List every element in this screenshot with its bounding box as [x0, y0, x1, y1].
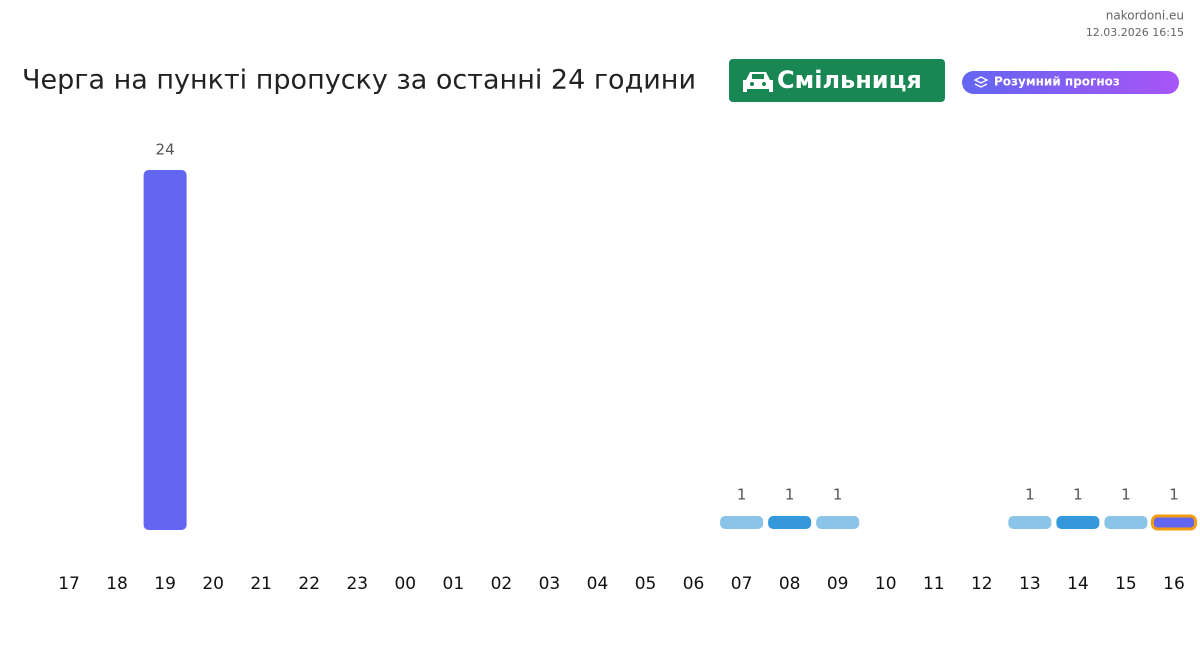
x-tick-label: 00: [394, 574, 416, 594]
x-tick-label: 14: [1067, 574, 1089, 594]
bar: [816, 516, 860, 529]
x-tick-label: 04: [587, 574, 609, 594]
x-tick-label: 08: [779, 574, 801, 594]
x-tick-label: 18: [106, 574, 128, 594]
x-tick-label: 16: [1163, 574, 1185, 594]
timestamp: 12.03.2026 16:15: [1086, 26, 1184, 39]
value-label: 1: [1169, 486, 1179, 504]
badge-bg: [729, 59, 945, 102]
value-label: 1: [785, 486, 795, 504]
x-tick-label: 23: [346, 574, 368, 594]
badge: Смільниця: [777, 66, 922, 94]
x-tick-label: 05: [635, 574, 657, 594]
value-label: 24: [156, 141, 175, 159]
bar: [1008, 516, 1052, 529]
x-tick-label: 02: [491, 574, 513, 594]
bar: [143, 170, 187, 530]
x-tick-label: 07: [731, 574, 753, 594]
x-tick-label: 10: [875, 574, 897, 594]
value-label: 1: [1025, 486, 1035, 504]
x-tick-label: 01: [443, 574, 465, 594]
bar: [720, 516, 764, 529]
value-label: 1: [833, 486, 843, 504]
x-tick-label: 03: [539, 574, 561, 594]
x-tick-label: 11: [923, 574, 945, 594]
x-tick-label: 20: [202, 574, 224, 594]
value-label: 1: [737, 486, 747, 504]
x-tick-label: 17: [58, 574, 80, 594]
forecast-pill[interactable]: [962, 71, 1179, 94]
value-label: 1: [1073, 486, 1083, 504]
x-tick-label: 12: [971, 574, 993, 594]
x-tick-label: 21: [250, 574, 272, 594]
x-tick-label: 13: [1019, 574, 1041, 594]
forecast-button[interactable]: Розумний прогноз: [994, 75, 1120, 89]
x-tick-label: 22: [298, 574, 320, 594]
bar: [1056, 516, 1100, 529]
car-icon: [743, 72, 773, 92]
chart-title: Черга на пункті пропуску за останні 24 г…: [22, 65, 696, 96]
layers-icon: [973, 76, 989, 88]
x-tick-label: 15: [1115, 574, 1137, 594]
x-tick-label: 09: [827, 574, 849, 594]
x-tick-label: 06: [683, 574, 705, 594]
x-tick-label: 19: [154, 574, 176, 594]
bar: [768, 516, 812, 529]
value-label: 1: [1121, 486, 1131, 504]
bar: [1104, 516, 1148, 529]
bar: [1150, 514, 1197, 531]
site: nakordoni.eu: [1106, 9, 1184, 23]
